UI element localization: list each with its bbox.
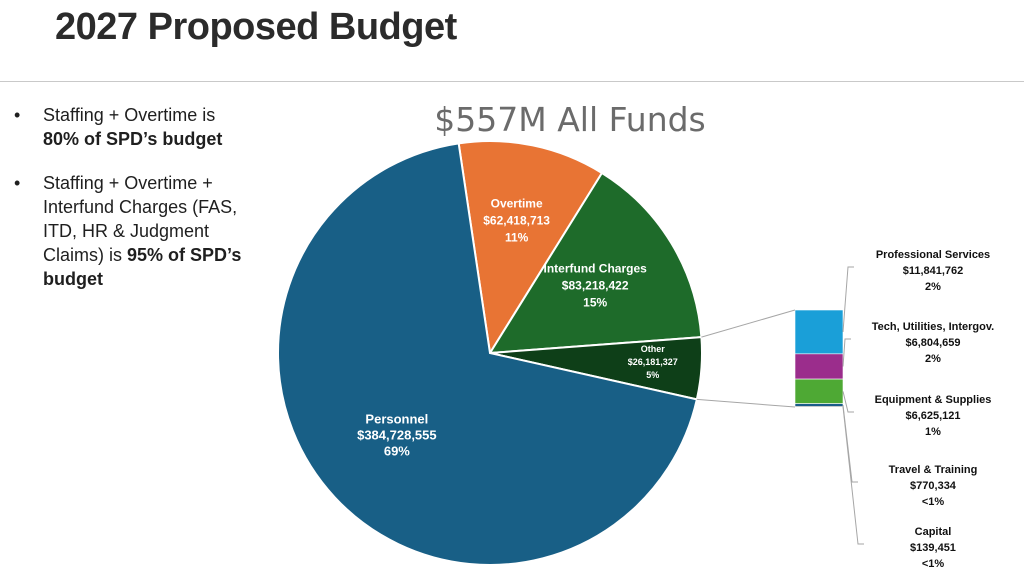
connector-line [701, 309, 796, 338]
bullet-text-bold: 95% of SPD’s budget [43, 245, 242, 289]
leader-line [842, 391, 854, 413]
leader-line [842, 338, 851, 367]
bullet-dot-icon: • [14, 105, 21, 125]
bullet-item-interfund: • Staffing + Overtime + Interfund Charge… [14, 171, 249, 291]
leader-line [842, 406, 864, 545]
breakdown-label-professional-services: Professional Services $11,841,762 2% [876, 249, 990, 293]
slice-label-personnel: Personnel $384,728,555 69% [357, 412, 437, 459]
bar-segment-professional-services [794, 309, 844, 355]
connector-line [696, 398, 796, 408]
breakdown-label-equipment-supplies: Equipment & Supplies $6,625,121 1% [875, 394, 992, 438]
bar-segment-equipment-supplies [794, 378, 844, 404]
bar-segment-capital [794, 406, 844, 408]
bar-segment-tech-utilities-intergov [794, 353, 844, 380]
leader-line [842, 266, 854, 332]
slice-label-other: Other $26,181,327 5% [628, 344, 678, 380]
bullet-list: • Staffing + Overtime is 80% of SPD’s bu… [14, 103, 249, 311]
leader-line [842, 404, 858, 483]
slide-title: 2027 Proposed Budget [55, 6, 457, 48]
bullet-text-bold: 80% of SPD’s budget [43, 129, 223, 149]
breakdown-label-capital: Capital $139,451 <1% [910, 526, 956, 570]
pie-slice-overtime [457, 140, 604, 356]
bar-segment-travel-training [794, 403, 844, 407]
bullet-item-staffing: • Staffing + Overtime is 80% of SPD’s bu… [14, 103, 249, 151]
title-divider [0, 81, 1024, 82]
slice-label-interfund-charges: Interfund Charges $83,218,422 15% [543, 261, 647, 309]
bullet-text: Staffing + Overtime + Interfund Charges … [43, 173, 238, 265]
slice-label-overtime: Overtime $62,418,713 11% [483, 196, 550, 244]
breakdown-label-travel-training: Travel & Training $770,334 <1% [889, 464, 978, 508]
breakdown-label-tech-utilities-intergov: Tech, Utilities, Intergov. $6,804,659 2% [872, 321, 994, 365]
pie-slice-interfund-charges [488, 171, 703, 355]
chart-title: $557M All Funds [434, 100, 706, 139]
bullet-dot-icon: • [14, 173, 21, 193]
bullet-text: Staffing + Overtime is [43, 105, 216, 125]
pie-slice-personnel [277, 142, 699, 566]
